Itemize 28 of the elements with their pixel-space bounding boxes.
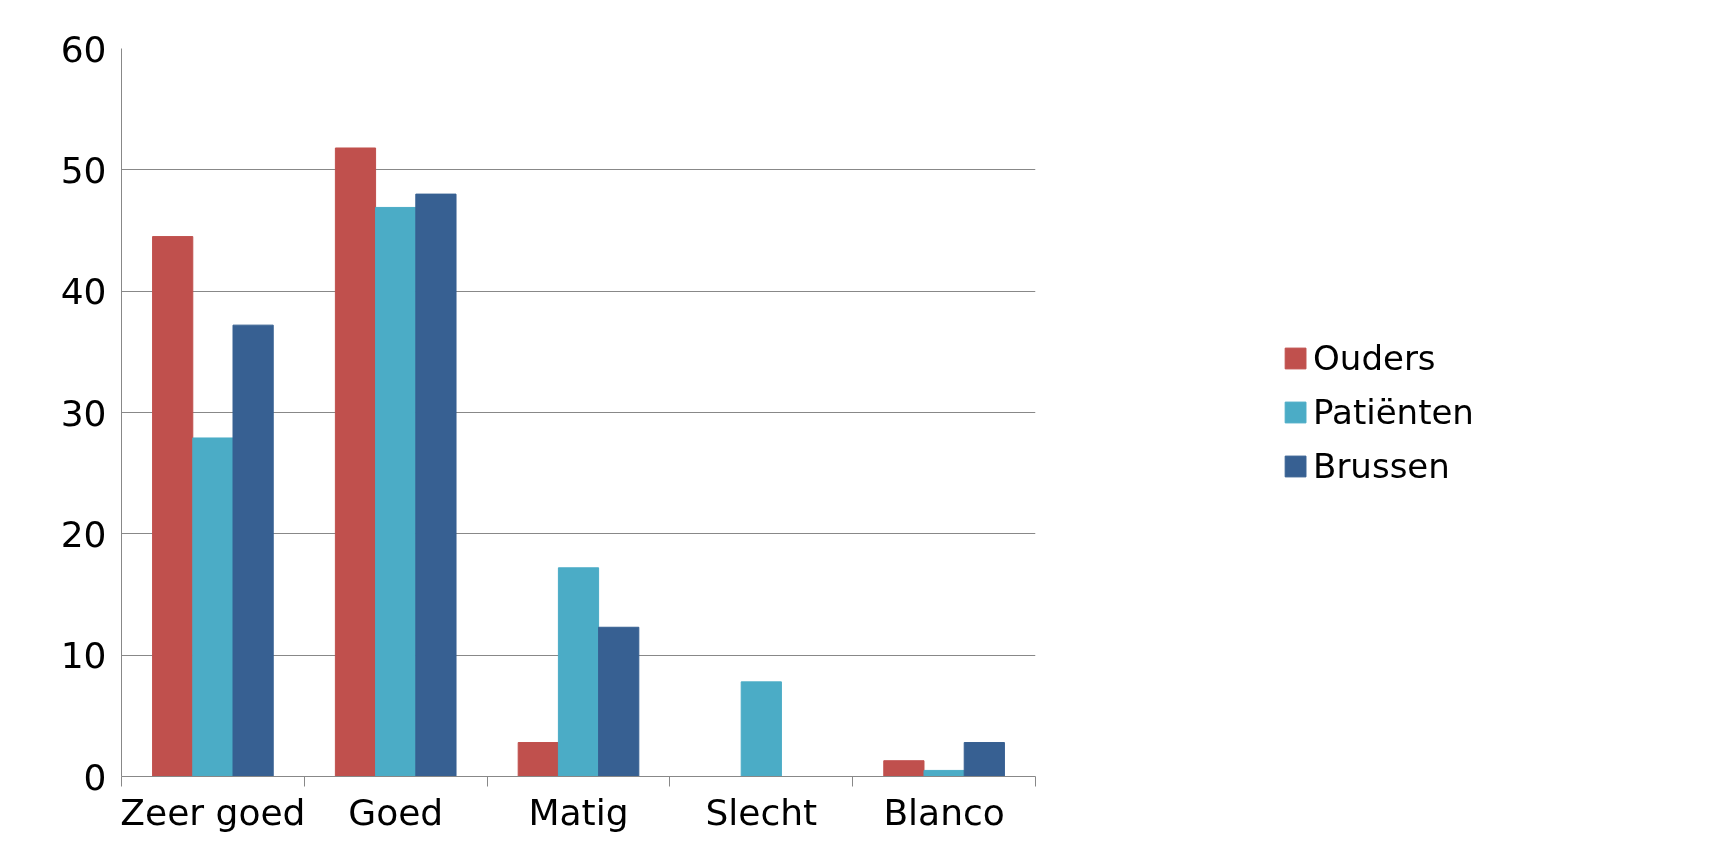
y-tick-label: 60 [60,28,107,70]
x-tick-label: Zeer goed [120,791,306,833]
bar [517,742,559,777]
bar [923,769,965,777]
bar [152,236,194,777]
bar [740,681,782,777]
bar [557,567,600,777]
bar [598,626,640,777]
y-tick-label: 20 [60,513,107,555]
y-tick-label: 30 [60,392,107,434]
bar [375,206,417,777]
legend-label: Brussen [1313,446,1450,486]
x-tick-label: Blanco [883,791,1005,833]
x-tick-label: Matig [528,791,629,833]
x-tick-label: Goed [348,791,444,833]
y-tick-label: 40 [60,271,107,313]
bar [415,193,457,777]
x-tick-label: Slecht [705,791,818,833]
legend-label: Patiënten [1313,392,1474,432]
bar [192,437,234,777]
bar [334,147,377,777]
bar [883,760,925,777]
legend-label: Ouders [1313,338,1436,378]
y-tick-label: 10 [60,635,107,677]
y-tick-label: 0 [83,756,107,798]
y-tick-label: 50 [60,149,107,191]
bar [232,324,274,777]
bar [963,742,1005,777]
